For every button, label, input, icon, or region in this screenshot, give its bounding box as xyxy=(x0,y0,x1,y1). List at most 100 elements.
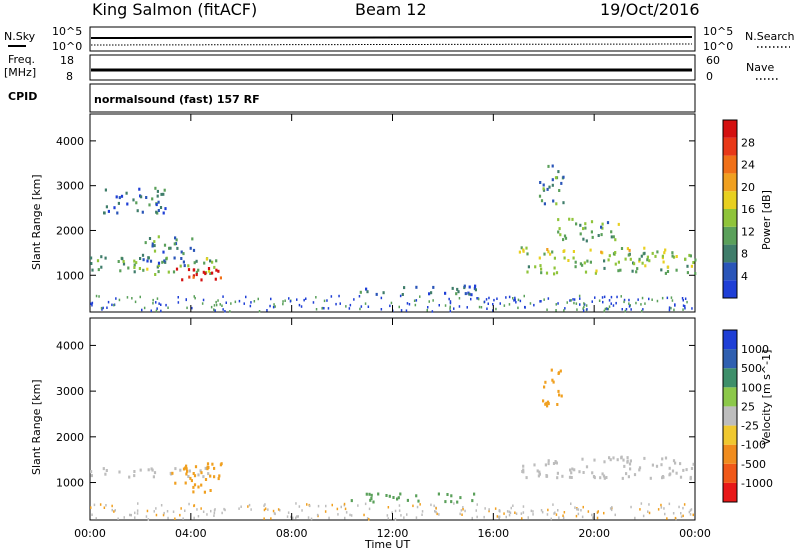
velocity-clutter-cell xyxy=(483,515,485,519)
power-clutter-cell xyxy=(684,307,686,310)
power-cell xyxy=(539,181,542,184)
power-clutter-cell xyxy=(335,302,337,306)
nave-tick-low: 0 xyxy=(706,70,713,83)
power-clutter-cell xyxy=(90,302,92,305)
power-clutter-cell xyxy=(408,303,411,306)
power-cell xyxy=(664,271,667,275)
velocity-clutter-cell xyxy=(272,509,275,513)
velocity-cell xyxy=(133,470,136,473)
velocity-cell xyxy=(188,469,191,473)
power-cell xyxy=(612,252,616,256)
power-clutter-cell xyxy=(555,309,557,312)
power-yticks: 1000 2000 3000 4000 xyxy=(56,135,695,282)
power-clutter-cell xyxy=(547,297,550,300)
power-cell xyxy=(543,252,546,256)
power-cell xyxy=(547,164,550,168)
velocity-clutter-cell xyxy=(357,504,359,507)
power-clutter-cell xyxy=(257,297,259,301)
power-clutter-cell xyxy=(449,307,451,310)
velocity-cell xyxy=(207,472,210,476)
velocity-cell xyxy=(533,463,536,467)
velocity-clutter-cell xyxy=(416,505,419,509)
velocity-cell xyxy=(104,472,107,476)
power-clutter-cell xyxy=(219,303,221,306)
velocity-cell xyxy=(643,456,646,460)
velocity-cell xyxy=(550,368,553,372)
power-cell xyxy=(672,255,676,259)
velocity-clutter-cell xyxy=(105,504,107,507)
velocity-cell xyxy=(559,369,562,373)
velocity-cell xyxy=(171,471,174,475)
power-clutter-cell xyxy=(266,309,268,312)
power-cell xyxy=(571,217,574,221)
power-cell xyxy=(620,247,624,250)
velocity-cell xyxy=(620,456,623,460)
power-cell xyxy=(147,256,150,260)
velocity-clutter-cell xyxy=(290,515,292,519)
power-cell xyxy=(151,242,154,246)
power-marks xyxy=(90,164,697,313)
power-cell xyxy=(200,278,203,282)
power-cell xyxy=(157,235,160,239)
velocity-clutter-cell xyxy=(562,516,565,519)
velocity-clutter-cell xyxy=(182,517,184,520)
power-colorbar-tick: 4 xyxy=(741,270,748,283)
power-cell xyxy=(359,290,362,294)
power-cell xyxy=(522,248,525,252)
velocity-cell xyxy=(655,464,659,468)
velocity-clutter-cell xyxy=(597,510,599,513)
velocity-clutter-cell xyxy=(663,507,665,510)
power-cell xyxy=(151,197,154,201)
nsearch-trace xyxy=(90,43,693,46)
velocity-clutter-cell xyxy=(570,502,572,505)
velocity-clutter-cell xyxy=(213,511,216,515)
power-cell xyxy=(546,187,549,191)
power-cell xyxy=(149,259,153,263)
velocity-clutter-cell xyxy=(508,513,511,517)
velocity-clutter-cell xyxy=(462,508,464,511)
power-colorbar-label: Power [dB] xyxy=(760,190,773,250)
power-clutter-cell xyxy=(152,298,154,302)
power-clutter-cell xyxy=(485,298,488,301)
power-clutter-cell xyxy=(640,303,642,306)
velocity-clutter-cell xyxy=(345,511,348,514)
power-cell xyxy=(211,260,214,264)
power-clutter-cell xyxy=(345,305,347,308)
velocity-cell xyxy=(573,468,576,472)
power-clutter-cell xyxy=(449,301,452,305)
power-cell xyxy=(586,259,589,263)
velocity-clutter-cell xyxy=(577,512,580,516)
velocity-cell xyxy=(450,500,453,504)
power-clutter-cell xyxy=(229,310,231,313)
velocity-clutter-cell xyxy=(435,507,437,510)
velocity-cell xyxy=(551,378,554,382)
power-cell xyxy=(161,260,164,264)
power-clutter-cell xyxy=(349,303,352,307)
power-clutter-cell xyxy=(111,303,113,307)
power-cell xyxy=(165,257,168,261)
power-cell xyxy=(121,257,124,261)
power-clutter-cell xyxy=(270,297,272,301)
velocity-cell xyxy=(623,464,626,468)
velocity-clutter-cell xyxy=(310,517,313,521)
velocity-clutter-cell xyxy=(167,516,169,520)
velocity-cell xyxy=(152,475,155,479)
power-cell xyxy=(164,207,167,211)
velocity-clutter-cell xyxy=(434,510,436,513)
power-cell xyxy=(154,186,157,190)
velocity-cell xyxy=(197,473,200,477)
power-clutter-cell xyxy=(432,299,434,302)
velocity-clutter-cell xyxy=(668,502,671,506)
velocity-clutter-cell xyxy=(648,511,651,515)
power-cell xyxy=(159,206,163,209)
power-clutter-cell xyxy=(563,309,565,312)
power-cell xyxy=(162,192,165,196)
power-cell xyxy=(100,265,103,269)
velocity-clutter-cell xyxy=(498,509,500,513)
velocity-clutter-cell xyxy=(93,503,96,507)
power-clutter-cell xyxy=(644,302,646,305)
velocity-cell xyxy=(446,493,449,496)
power-cell xyxy=(551,183,554,187)
velocity-clutter-cell xyxy=(453,502,455,505)
power-cell xyxy=(157,209,160,212)
